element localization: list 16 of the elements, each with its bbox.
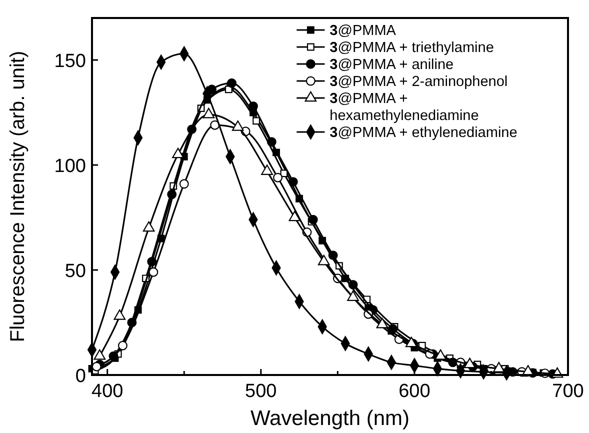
legend-label: 3@PMMA + 2-aminophenol <box>330 74 508 90</box>
legend-label: 3@PMMA <box>330 23 396 39</box>
x-tick-label: 700 <box>552 381 584 402</box>
y-axis-title: Fluorescence Intensity (arb. unit) <box>7 50 29 342</box>
x-axis-title: Wavelength (nm) <box>250 407 410 430</box>
legend-label: 3@PMMA + triethylamine <box>330 40 494 56</box>
x-tick-label: 400 <box>92 381 124 402</box>
legend-label: 3@PMMA + aniline <box>330 57 454 73</box>
y-tick-label: 100 <box>54 156 86 177</box>
y-tick-label: 150 <box>54 51 86 72</box>
legend-label: 3@PMMA + hexamethylenediamine <box>330 91 479 124</box>
x-tick-label: 500 <box>245 381 277 402</box>
x-tick-label: 600 <box>398 381 430 402</box>
y-tick-label: 0 <box>75 366 86 387</box>
y-tick-label: 50 <box>64 261 86 282</box>
legend-label: 3@PMMA + ethylenediamine <box>330 125 518 141</box>
